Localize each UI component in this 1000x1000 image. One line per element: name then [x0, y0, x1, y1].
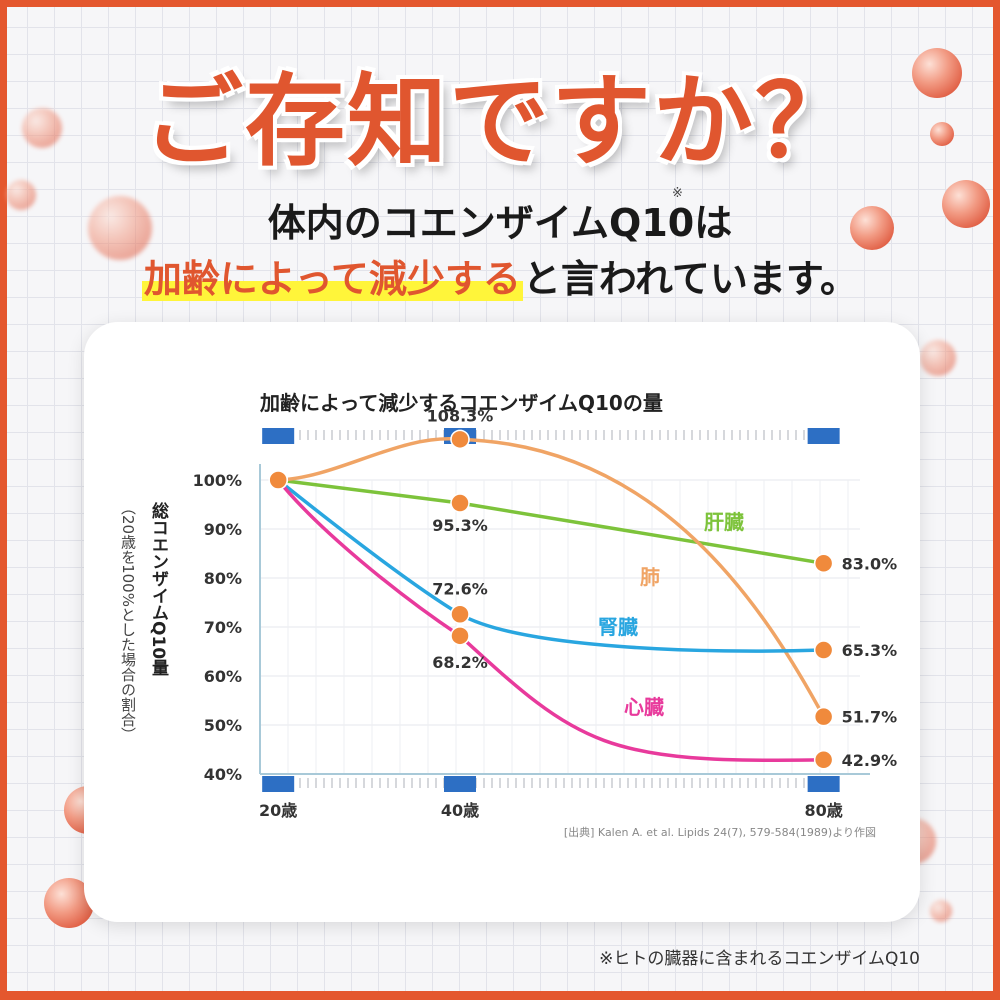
molecule-decoration — [850, 206, 894, 250]
y-tick-label: 100% — [193, 471, 242, 490]
ruler-marker — [807, 428, 840, 444]
x-tick-label: 40歳 — [441, 801, 479, 820]
subtitle-highlight: 加齢によって減少する — [141, 257, 523, 301]
y-tick-label: 50% — [204, 716, 242, 735]
chart-series: 95.3% 83.0% 肝臓 108.3% 51.7% 肺 72.6% 65.3% 腎臓 68.2… — [268, 406, 898, 770]
data-point — [813, 750, 834, 770]
data-label: 83.0% — [842, 554, 898, 573]
molecule-decoration — [930, 122, 954, 146]
ruler-marker — [444, 776, 476, 792]
y-axis-note: （20歳を100%とした場合の割合） — [119, 500, 137, 742]
data-label: 68.2% — [432, 653, 488, 672]
y-tick-label: 80% — [204, 569, 242, 588]
molecule-decoration — [930, 900, 952, 922]
y-axis: 40% 50% 60% 70% 80% 90% 100% — [193, 471, 242, 784]
chart-grid — [259, 464, 870, 775]
data-label: 72.6% — [432, 579, 488, 598]
data-point — [268, 470, 288, 490]
chart-card: 加齢によって減少するコエンザイムQ10の量 95.3% 83.0% 肝臓 108.3%… — [84, 322, 920, 922]
series-name-label: 腎臓 — [598, 615, 638, 639]
data-label: 108.3% — [427, 406, 494, 425]
x-tick-label: 80歳 — [804, 801, 842, 820]
subtitle-rest: と言われています。 — [522, 257, 859, 301]
data-point — [450, 493, 470, 513]
data-label: 51.7% — [842, 708, 898, 727]
subtitle-line-2: 加齢によって減少すると言われています。 — [0, 248, 1000, 303]
ruler-marker — [807, 776, 840, 792]
molecule-decoration — [942, 180, 990, 228]
series-name-label: 肺 — [640, 565, 660, 589]
y-tick-label: 90% — [204, 520, 242, 539]
data-point — [450, 429, 470, 450]
series-name-label: 肝臓 — [704, 510, 744, 534]
molecule-decoration — [22, 108, 62, 148]
headline: ご存知ですか？ — [143, 63, 857, 180]
data-point — [813, 706, 834, 727]
chart-source: [出典] Kalen A. et al. Lipids 24(7), 579-5… — [564, 825, 876, 839]
y-axis-label: 総コエンザイムQ10量 （20歳を100%とした場合の割合） — [119, 500, 169, 742]
subtitle-line-1: 体内のコエンザイムQ10は — [267, 201, 733, 245]
coq10-decline-chart: 加齢によって減少するコエンザイムQ10の量 95.3% 83.0% 肝臓 108.3%… — [119, 391, 898, 839]
data-point — [450, 626, 470, 646]
data-point — [813, 553, 834, 574]
x-axis: 20歳 40歳 80歳 — [259, 801, 843, 820]
y-tick-label: 40% — [204, 765, 242, 784]
ruler-marker — [262, 776, 295, 792]
molecule-decoration — [920, 340, 956, 376]
data-point — [813, 640, 834, 660]
molecule-decoration — [912, 48, 962, 98]
molecule-decoration — [88, 196, 152, 260]
data-label: 95.3% — [432, 516, 488, 535]
subtitle-footnote-mark: ※ — [672, 186, 683, 201]
x-ruler-top — [262, 428, 840, 444]
series-line-3 — [276, 478, 826, 763]
data-label: 65.3% — [842, 641, 898, 660]
series-name-label: 心臓 — [624, 695, 664, 719]
x-ruler-bottom — [262, 776, 840, 792]
y-tick-label: 60% — [204, 667, 242, 686]
ruler-marker — [262, 428, 295, 444]
series-line-2 — [276, 478, 826, 653]
y-tick-label: 70% — [204, 618, 242, 637]
chart-title: 加齢によって減少するコエンザイムQ10の量 — [259, 391, 663, 415]
data-label: 42.9% — [842, 751, 898, 770]
data-point — [450, 604, 470, 625]
footnote: ※ヒトの臓器に含まれるコエンザイムQ10 — [599, 949, 920, 969]
molecule-decoration — [6, 180, 36, 210]
y-axis-title: 総コエンザイムQ10量 — [148, 501, 169, 676]
x-tick-label: 20歳 — [259, 801, 297, 820]
series-line-1 — [276, 437, 826, 719]
